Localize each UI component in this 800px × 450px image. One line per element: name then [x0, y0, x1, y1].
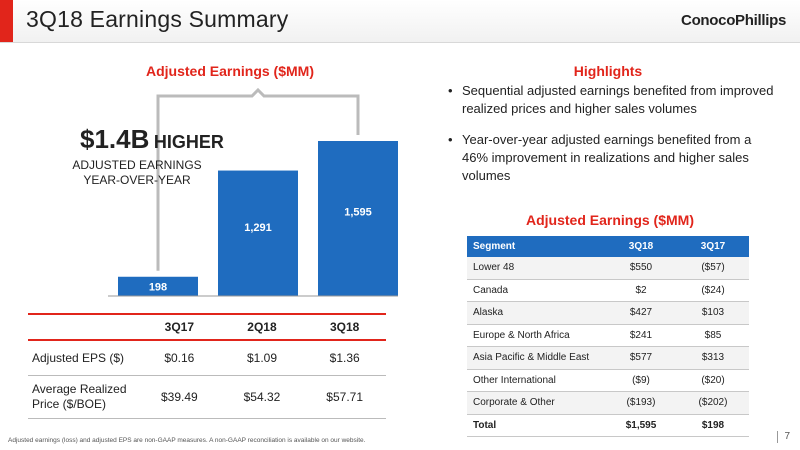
segment-value: $1,595: [605, 414, 677, 437]
row-label: Adjusted EPS ($): [28, 340, 138, 376]
page-number: 7: [777, 431, 790, 443]
segment-name: Corporate & Other: [467, 391, 605, 415]
table-row-total: Total $1,595 $198: [467, 414, 749, 437]
segment-value: $198: [677, 414, 749, 437]
list-item: • Sequential adjusted earnings benefited …: [448, 82, 778, 118]
segment-value: $550: [605, 257, 677, 280]
bullet-icon: •: [448, 132, 453, 147]
segment-header-cell: 3Q18: [605, 236, 677, 257]
highlights-list: • Sequential adjusted earnings benefited …: [448, 82, 778, 198]
bars-group: 198 1,291 1,595: [118, 141, 398, 296]
table-header-row: 3Q17 2Q18 3Q18: [28, 313, 386, 341]
comparison-bracket: [156, 87, 360, 271]
table-row: Canada $2 ($24): [467, 279, 749, 302]
bar-value-label: 1,291: [244, 222, 272, 234]
segment-value: ($20): [677, 369, 749, 392]
footnote: Adjusted earnings (loss) and adjusted EP…: [8, 437, 366, 444]
table-header-cell: 3Q17: [138, 313, 221, 341]
segment-value: $2: [605, 279, 677, 302]
segment-value: ($202): [677, 391, 749, 415]
table-header-empty: [28, 313, 138, 341]
segment-value: $427: [605, 301, 677, 325]
callout-headline: $1.4B HIGHER: [80, 124, 224, 155]
segment-header-cell: Segment: [467, 236, 605, 257]
segment-name: Other International: [467, 369, 605, 392]
list-item: • Year-over-year adjusted earnings benefi…: [448, 131, 778, 185]
table-row: Alaska $427 $103: [467, 301, 749, 325]
table-cell: $1.09: [220, 340, 304, 376]
segment-value: ($24): [677, 279, 749, 302]
table-row: Asia Pacific & Middle East $577 $313: [467, 346, 749, 370]
segment-value: $577: [605, 346, 677, 370]
highlights-title: Highlights: [573, 63, 643, 79]
table-row: Lower 48 $550 ($57): [467, 257, 749, 280]
slide-title: 3Q18 Earnings Summary: [26, 6, 289, 32]
bullet-icon: •: [448, 83, 453, 98]
segment-name: Asia Pacific & Middle East: [467, 346, 605, 370]
segment-header-cell: 3Q17: [677, 236, 749, 257]
segment-header-row: Segment 3Q18 3Q17: [467, 236, 749, 257]
bracket-path: [156, 87, 360, 271]
callout-subtitle: ADJUSTED EARNINGS YEAR-OVER-YEAR: [62, 158, 212, 188]
table-row: Adjusted EPS ($) $0.16 $1.09 $1.36: [28, 340, 386, 376]
eps-price-table: 3Q17 2Q18 3Q18 Adjusted EPS ($) $0.16 $1…: [28, 313, 386, 419]
segment-value: $85: [677, 324, 749, 347]
segment-value: ($193): [605, 391, 677, 415]
table-header-cell: 3Q18: [303, 313, 386, 341]
segment-value: $313: [677, 346, 749, 370]
callout-amount: $1.4B: [80, 124, 150, 154]
table-cell: $0.16: [138, 340, 221, 376]
segment-value: ($57): [677, 257, 749, 280]
bar-3q18: [318, 141, 398, 296]
segment-value: ($9): [605, 369, 677, 392]
bar-value-label: 1,595: [344, 206, 372, 218]
header-bar: 3Q18 Earnings Summary ConocoPhillips: [0, 0, 800, 43]
table-row: Other International ($9) ($20): [467, 369, 749, 392]
table-row: Corporate & Other ($193) ($202): [467, 391, 749, 415]
logo-text: ConocoPhillips: [681, 12, 786, 29]
table-header-cell: 2Q18: [220, 313, 304, 341]
chart-title: Adjusted Earnings ($MM): [145, 63, 314, 79]
segment-name: Europe & North Africa: [467, 324, 605, 347]
bar-2q18: [218, 170, 298, 296]
callout-sub-line-2: YEAR-OVER-YEAR: [83, 173, 191, 187]
callout-word: HIGHER: [153, 132, 224, 152]
table-cell: $39.49: [138, 375, 221, 419]
header-accent: [0, 0, 13, 42]
segment-value: $241: [605, 324, 677, 347]
table-cell: $1.36: [303, 340, 386, 376]
table-row: Europe & North Africa $241 $85: [467, 324, 749, 347]
bar-value-label: 198: [149, 281, 167, 293]
segment-name: Lower 48: [467, 257, 605, 280]
segment-name: Total: [467, 414, 605, 437]
company-logo: ConocoPhillips: [681, 12, 786, 29]
segment-value: $103: [677, 301, 749, 325]
bullet-text: Sequential adjusted earnings benefited f…: [462, 83, 774, 116]
callout-sub-line-1: ADJUSTED EARNINGS: [72, 158, 202, 172]
segment-name: Alaska: [467, 301, 605, 325]
bar-3q17: [118, 276, 198, 296]
segment-name: Canada: [467, 279, 605, 302]
bullet-text: Year-over-year adjusted earnings benefit…: [462, 132, 752, 183]
table-cell: $57.71: [303, 375, 386, 419]
table-row: Average Realized Price ($/BOE) $39.49 $5…: [28, 375, 386, 419]
segment-table: Segment 3Q18 3Q17 Lower 48 $550 ($57) Cana…: [467, 236, 749, 437]
table-cell: $54.32: [220, 375, 304, 419]
segments-title: Adjusted Earnings ($MM): [525, 212, 694, 228]
row-label: Average Realized Price ($/BOE): [28, 375, 138, 419]
